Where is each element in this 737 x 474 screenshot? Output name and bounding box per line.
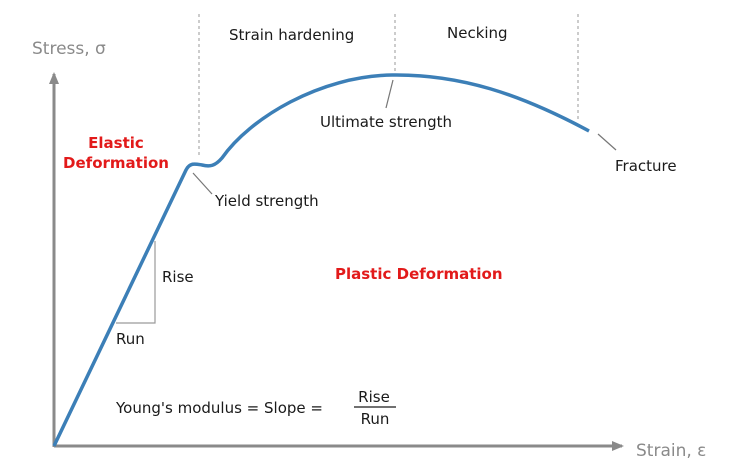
necking-label: Necking (447, 24, 508, 42)
stress-strain-curve (52, 73, 590, 447)
yield-leader (192, 172, 213, 195)
yield-strength-label: Yield strength (214, 192, 319, 210)
slope-triangle (116, 241, 156, 324)
ultimate-strength-label: Ultimate strength (320, 113, 452, 131)
formula-numerator: Rise (358, 388, 390, 406)
elastic-label-line1: Elastic (88, 134, 144, 152)
run-label: Run (116, 330, 145, 348)
rise-label: Rise (162, 268, 194, 286)
formula-denominator: Run (361, 410, 390, 428)
y-axis-label: Stress, σ (32, 39, 106, 59)
strain-hardening-label: Strain hardening (229, 26, 354, 44)
elastic-label-line2: Deformation (63, 154, 169, 172)
fracture-label: Fracture (615, 157, 677, 175)
plastic-deformation-label: Plastic Deformation (335, 265, 503, 283)
x-axis-label: Strain, ε (636, 441, 706, 461)
ultimate-leader (385, 79, 394, 109)
formula-lhs: Young's modulus = Slope = (115, 399, 323, 417)
fracture-leader (597, 133, 617, 151)
